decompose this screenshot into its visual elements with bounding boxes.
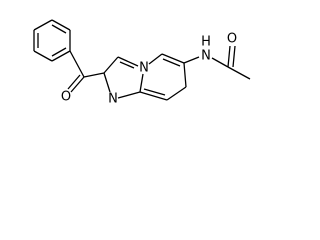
atom-label: H [201, 35, 211, 50]
bond [51, 19, 71, 31]
bond [148, 53, 163, 65]
molecule-diagram: O N N N H O [33, 19, 251, 107]
bond [67, 74, 81, 90]
atom-labels: O N N N H O [61, 32, 237, 107]
bond [143, 88, 166, 96]
bond [183, 62, 187, 88]
bond [139, 91, 168, 101]
bond [162, 58, 181, 67]
bond [51, 50, 71, 62]
bond [117, 91, 141, 99]
bond [33, 50, 53, 62]
bond [69, 50, 85, 78]
bond [227, 45, 231, 68]
bond [139, 73, 144, 93]
bond [211, 57, 229, 68]
bond [232, 45, 236, 68]
atom-label: O [61, 90, 71, 105]
bond [103, 56, 119, 74]
atom-label: O [227, 32, 237, 47]
bond [227, 66, 251, 80]
bond [103, 72, 111, 93]
bond [33, 19, 53, 31]
bond [119, 61, 135, 69]
bond [117, 56, 139, 67]
bond [161, 53, 185, 64]
bond [166, 86, 187, 101]
page: {"atoms": [ {"label": "O"}, {"label": "N… [33, 19, 251, 107]
atom-label: N [108, 92, 118, 107]
bond [183, 56, 200, 64]
bond [51, 24, 67, 34]
bond [83, 72, 105, 78]
atom-label: N [139, 61, 149, 76]
bond [70, 76, 85, 93]
bond [51, 47, 67, 57]
bonds [33, 19, 251, 101]
atom-label: N [201, 49, 211, 64]
